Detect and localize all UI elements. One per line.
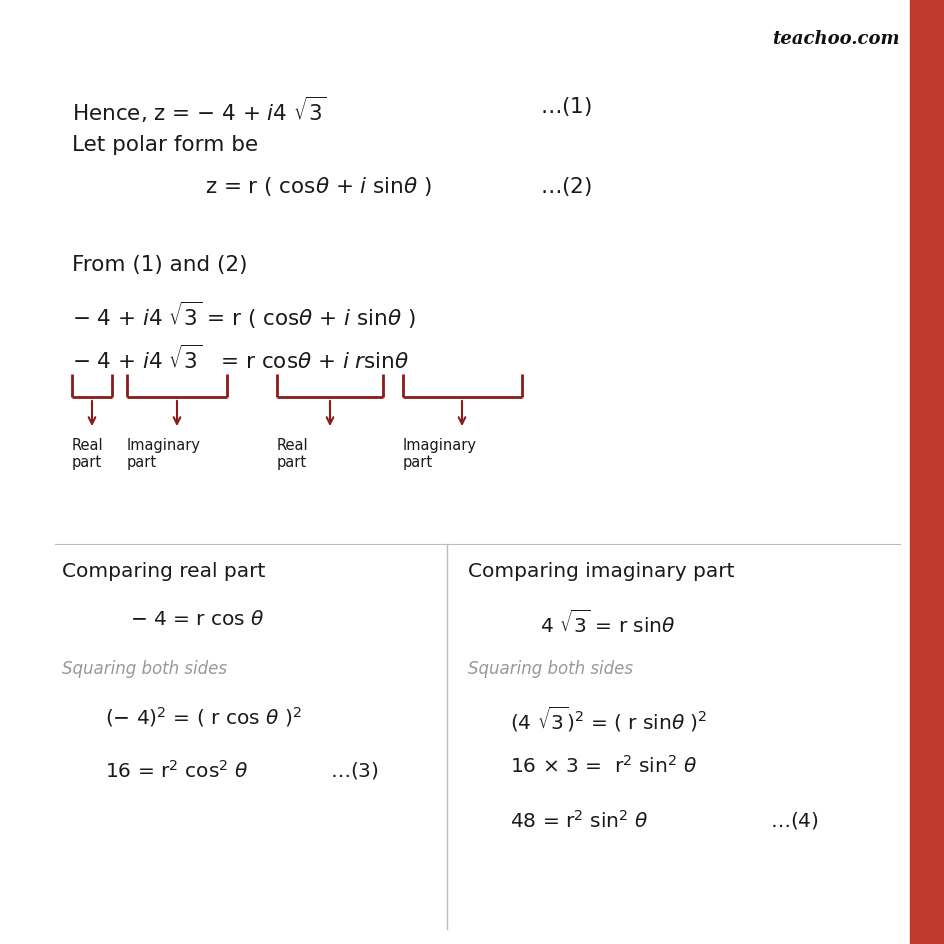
Text: 16 $\times$ 3 =  r$^2$ sin$^{2}$ $\theta$: 16 $\times$ 3 = r$^2$ sin$^{2}$ $\theta$ (510, 754, 697, 776)
Text: Imaginary
part: Imaginary part (402, 437, 477, 470)
Text: Squaring both sides: Squaring both sides (467, 659, 632, 677)
Text: $\ldots$(2): $\ldots$(2) (539, 175, 592, 198)
Text: Real
part: Real part (72, 437, 104, 470)
Text: $-$ 4 = r cos $\theta$: $-$ 4 = r cos $\theta$ (130, 610, 264, 629)
Text: z = r ( cos$\theta$ + $i$ sin$\theta$ ): z = r ( cos$\theta$ + $i$ sin$\theta$ ) (205, 175, 431, 198)
Text: Let polar form be: Let polar form be (72, 135, 258, 155)
Text: 16 = r$^2$ cos$^2$ $\theta$: 16 = r$^2$ cos$^2$ $\theta$ (105, 759, 248, 781)
Text: 4 $\sqrt{3}$ = r sin$\theta$: 4 $\sqrt{3}$ = r sin$\theta$ (539, 610, 675, 636)
Bar (909, 0, 944, 944)
Text: From (1) and (2): From (1) and (2) (72, 255, 247, 275)
Text: $\ldots$(4): $\ldots$(4) (769, 809, 818, 830)
Text: (4 $\sqrt{3}$)$^2$ = ( r sin$\theta$ )$^2$: (4 $\sqrt{3}$)$^2$ = ( r sin$\theta$ )$^… (510, 704, 707, 733)
Text: ($-$ 4)$^2$ = ( r cos $\theta$ )$^2$: ($-$ 4)$^2$ = ( r cos $\theta$ )$^2$ (105, 704, 301, 728)
Text: $\ldots$(3): $\ldots$(3) (329, 759, 379, 780)
Text: $\ldots$(1): $\ldots$(1) (539, 95, 592, 118)
Text: Real
part: Real part (277, 437, 309, 470)
Text: Comparing real part: Comparing real part (62, 562, 265, 581)
Text: Squaring both sides: Squaring both sides (62, 659, 227, 677)
Text: Imaginary
part: Imaginary part (126, 437, 201, 470)
Text: 48 = r$^2$ sin$^{2}$ $\theta$: 48 = r$^2$ sin$^{2}$ $\theta$ (510, 809, 648, 831)
Text: teachoo.com: teachoo.com (771, 30, 899, 48)
Text: $-$ 4 + $i$4 $\sqrt{3}$ = r ( cos$\theta$ + $i$ sin$\theta$ ): $-$ 4 + $i$4 $\sqrt{3}$ = r ( cos$\theta… (72, 299, 415, 331)
Text: Comparing imaginary part: Comparing imaginary part (467, 562, 733, 581)
Text: $-$ 4 + $i$4 $\sqrt{3}$   = r cos$\theta$ + $i$ $r$sin$\theta$: $-$ 4 + $i$4 $\sqrt{3}$ = r cos$\theta$ … (72, 345, 409, 373)
Text: Hence, z = $-$ 4 + $i$4 $\sqrt{3}$: Hence, z = $-$ 4 + $i$4 $\sqrt{3}$ (72, 95, 327, 126)
